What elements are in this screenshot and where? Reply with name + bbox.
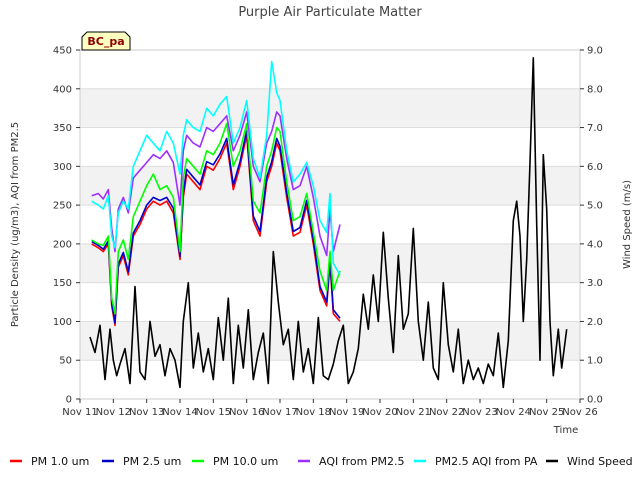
y-tick-label: 400 [53,84,72,95]
y-tick-label: 250 [53,201,72,212]
y2-tick-label: 8.0 [587,84,603,95]
x-axis-label: Time [553,425,578,436]
chart-title: Purple Air Particulate Matter [238,5,422,20]
legend: PM 1.0 um PM 2.5 um PM 10.0 um AQI from PM2… [10,455,633,468]
x-tick-label: Nov 14 [162,407,197,418]
x-tick-label: Nov 15 [196,407,231,418]
y2-tick-label: 4.0 [587,239,603,250]
y-axis-ticks: 0 50 100 150 200 250 300 350 400 450 [53,46,80,406]
x-tick-label: Nov 23 [462,407,497,418]
x-tick-label: Nov 16 [229,407,264,418]
site-badge: BC_pa [81,31,131,51]
x-tick-label: Nov 13 [129,407,164,418]
y2-axis-ticks: 0.0 1.0 2.0 3.0 4.0 5.0 6.0 7.0 8.0 9.0 [580,46,603,406]
series-pm-2-5-um-line [91,129,341,324]
y-axis-label: Particle Density (ug/m3), AQI from PM2.5 [10,122,21,327]
y-tick-label: 100 [53,317,72,328]
y2-tick-label: 1.0 [587,356,603,367]
series-pm-10-0-um-line [91,122,341,315]
y2-tick-label: 7.0 [587,123,603,134]
x-tick-label: Nov 21 [396,407,431,418]
y-tick-label: 150 [53,278,72,289]
legend-pm-2-5-um-label: PM 2.5 um [123,455,181,468]
legend-wind-speed-label: Wind Speed [567,455,633,468]
y-tick-label: 300 [53,162,72,173]
grid-bands [80,88,580,361]
y2-tick-label: 9.0 [587,46,603,57]
legend-pm-1-0-um-label: PM 1.0 um [31,455,89,468]
x-tick-label: Nov 12 [96,407,131,418]
x-tick-label: Nov 19 [329,407,364,418]
y2-axis-label: Wind Speed (m/s) [622,180,633,269]
y-tick-label: 200 [53,239,72,250]
x-tick-label: Nov 24 [496,407,531,418]
y2-tick-label: 0.0 [587,395,603,406]
legend-pm2-5-aqi-from-pa-label: PM2.5 AQI from PA [435,455,538,468]
site-badge-shape [81,31,131,51]
x-tick-label: Nov 25 [529,407,564,418]
y-tick-label: 350 [53,123,72,134]
y2-tick-label: 2.0 [587,317,603,328]
legend-aqi-from-pm2-5-label: AQI from PM2.5 [319,455,404,468]
series-pm-1-0-um-line [91,134,341,327]
x-tick-label: Nov 26 [562,407,597,418]
y2-tick-label: 3.0 [587,278,603,289]
y2-tick-label: 6.0 [587,162,603,173]
y-tick-label: 50 [59,356,72,367]
x-tick-label: Nov 18 [296,407,331,418]
grid-band [80,88,580,128]
series-pm2-5-aqi-from-pa-line [91,60,341,276]
series-layer [89,56,568,389]
series-wind-speed-line [89,56,568,389]
x-tick-label: Nov 20 [362,407,397,418]
legend-pm-10-0-um-label: PM 10.0 um [213,455,278,468]
x-tick-label: Nov 11 [62,407,97,418]
x-tick-label: Nov 22 [429,407,464,418]
site-badge-label: BC_pa [87,35,124,48]
series-aqi-from-pm2-5-line [91,111,341,257]
y2-tick-label: 5.0 [587,201,603,212]
plot-frame [79,49,581,400]
y-tick-label: 450 [53,46,72,57]
y-tick-label: 0 [66,395,72,406]
x-tick-label: Nov 17 [262,407,297,418]
